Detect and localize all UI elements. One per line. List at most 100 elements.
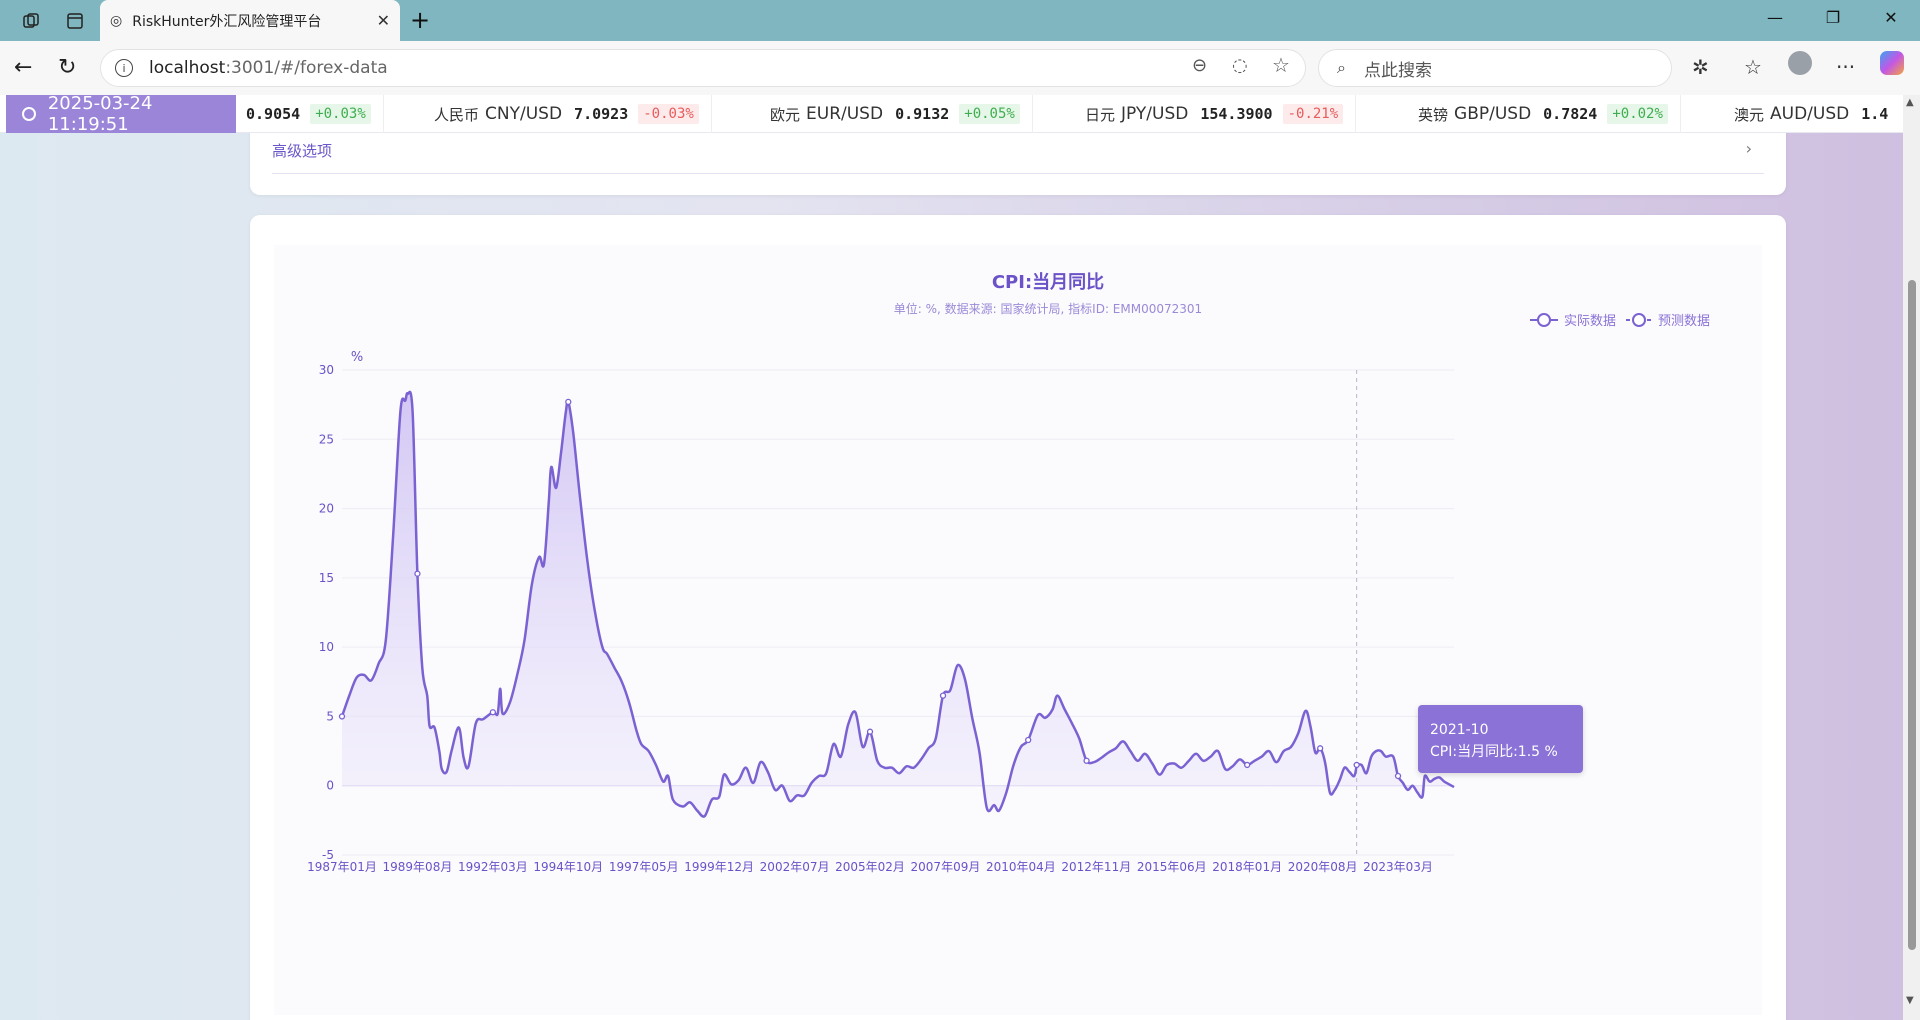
extensions-icon[interactable]: ✲ [1692,55,1709,79]
x-tick-label: 2023年03月 [1363,860,1433,874]
chart-legend: 实际数据 预测数据 [1530,313,1710,329]
x-tick-label: 2015年06月 [1137,860,1207,874]
currency-name: 澳元 [1734,105,1765,124]
read-aloud-icon[interactable]: ◌ [1232,55,1248,76]
data-point[interactable] [565,398,572,406]
chart-container: CPI:当月同比 单位: %, 数据来源: 国家统计局, 指标ID: EMM00… [274,245,1762,1015]
chart-card: CPI:当月同比 单位: %, 数据来源: 国家统计局, 指标ID: EMM00… [250,215,1786,1020]
currency-name: 欧元 [770,105,801,124]
restore-icon[interactable]: ❐ [1825,8,1841,27]
scroll-down-icon[interactable]: ▼ [1906,995,1914,1006]
data-point[interactable] [1025,736,1032,744]
more-options-icon[interactable]: ··· [1836,55,1856,79]
y-axis-ticks: -5 0 5 10 15 20 25 30 [319,363,334,862]
x-tick-label: 1994年10月 [533,860,603,874]
data-point[interactable] [414,570,421,577]
browser-tab-active[interactable]: ◎ RiskHunter外汇风险管理平台 ✕ [100,0,400,41]
ticker-time: 2025-03-24 11:19:51 [47,95,153,135]
rate-change-badge: +0.02% [1607,104,1668,124]
workspaces-icon[interactable] [18,8,44,34]
page-scrollbar[interactable]: ▲ ▼ [1903,95,1920,1020]
scroll-up-icon[interactable]: ▲ [1906,97,1914,108]
site-favicon-icon: ◎ [110,12,123,29]
forex-ticker: 2025-03-24 11:19:51 0.9054 +0.03% 人民币 CNY/U… [0,95,1903,135]
y-tick-label: 5 [326,709,334,723]
y-tick-label: 20 [319,502,334,516]
zoom-out-icon[interactable]: ⊖ [1192,55,1208,76]
ticker-item[interactable]: 人民币 CNY/USD 7.0923 -0.03% [434,95,712,133]
rate-value: 154.3900 [1200,105,1273,123]
x-tick-label: 1997年05月 [609,860,679,874]
data-point[interactable] [1317,745,1324,752]
ticker-item[interactable]: 英镑 GBP/USD 0.7824 +0.02% [1418,95,1681,133]
currency-pair: JPY/USD [1121,104,1189,124]
back-arrow-icon[interactable]: ← [14,55,33,80]
legend-forecast[interactable]: 预测数据 [1626,313,1710,329]
data-point[interactable] [1244,761,1251,769]
site-info-icon[interactable]: i [115,59,133,77]
close-tab-icon[interactable]: ✕ [376,11,390,30]
x-tick-label: 1992年03月 [458,860,528,874]
data-point[interactable] [1394,772,1402,780]
rate-value: 7.0923 [574,105,629,123]
data-point[interactable] [338,713,346,720]
currency-name: 英镑 [1418,105,1449,124]
tab-title: RiskHunter外汇风险管理平台 [132,13,322,30]
minimize-icon[interactable]: — [1767,8,1783,27]
x-tick-label: 1987年01月 [307,860,377,874]
y-tick-label: 10 [319,640,334,654]
tooltip-value: CPI:当月同比:1.5 % [1430,744,1558,760]
series-line-forecast[interactable] [1356,749,1455,799]
chevron-right-icon[interactable]: › [1745,139,1752,158]
favorite-star-icon[interactable]: ☆ [1272,53,1290,77]
x-tick-label: 2012年11月 [1061,860,1131,874]
divider [272,173,1764,174]
scrollbar-thumb[interactable] [1908,280,1916,950]
data-point[interactable] [866,728,874,735]
data-point[interactable] [1353,761,1360,769]
avatar[interactable] [1788,51,1812,75]
rate-value: 0.7824 [1543,105,1598,123]
browser-toolbar: ← ↻ i localhost:3001/#/forex-data ⊖ ◌ ☆ … [0,41,1920,95]
rate-change-badge: +0.05% [959,104,1020,124]
x-tick-label: 2005年02月 [835,860,905,874]
rate-value: 1.4 [1861,105,1889,123]
ticker-item[interactable]: 0.9054 +0.03% [246,95,384,133]
data-point[interactable] [489,709,497,716]
currency-name: 人民币 [434,105,480,124]
currency-pair: EUR/USD [806,104,884,124]
y-tick-label: 30 [319,363,334,377]
chart-title: CPI:当月同比 [992,271,1104,293]
copilot-icon[interactable] [1880,51,1904,75]
data-point[interactable] [1083,757,1090,764]
x-tick-label: 2020年08月 [1288,860,1358,874]
ticker-item[interactable]: 欧元 EUR/USD 0.9132 +0.05% [770,95,1033,133]
y-tick-label: 0 [326,779,334,793]
reload-icon[interactable]: ↻ [58,55,77,80]
data-point[interactable] [939,692,947,699]
y-axis-unit: % [351,350,363,365]
tooltip-date: 2021-10 [1430,722,1489,738]
y-tick-label: -5 [322,848,334,862]
tab-actions-icon[interactable] [62,8,88,34]
x-tick-label: 1999年12月 [684,860,754,874]
browser-tab-bar: ◎ RiskHunter外汇风险管理平台 ✕ + — ❐ ✕ [0,0,1920,41]
x-tick-label: 2018年01月 [1212,860,1282,874]
currency-pair: AUD/USD [1770,104,1850,124]
cpi-chart[interactable]: CPI:当月同比 单位: %, 数据来源: 国家统计局, 指标ID: EMM00… [274,245,1762,1015]
currency-pair: CNY/USD [485,104,563,124]
x-tick-label: 1989年08月 [383,860,453,874]
advanced-options-link[interactable]: 高级选项 [272,142,333,160]
rate-value: 0.9132 [895,105,950,123]
series-line-actual[interactable] [340,390,1358,818]
search-input[interactable]: ⌕ 点此搜索 [1318,49,1672,87]
legend-label-forecast: 预测数据 [1658,314,1710,329]
favorites-icon[interactable]: ☆ [1744,55,1762,79]
new-tab-icon[interactable]: + [410,6,431,34]
ticker-item[interactable]: 日元 JPY/USD 154.3900 -0.21% [1085,95,1357,133]
rate-change-badge: +0.03% [310,104,371,124]
ticker-item[interactable]: 澳元 AUD/USD 1.4 [1734,95,1903,133]
address-bar[interactable]: i localhost:3001/#/forex-data [100,49,1306,87]
legend-actual[interactable]: 实际数据 [1530,313,1616,329]
close-window-icon[interactable]: ✕ [1884,8,1898,27]
